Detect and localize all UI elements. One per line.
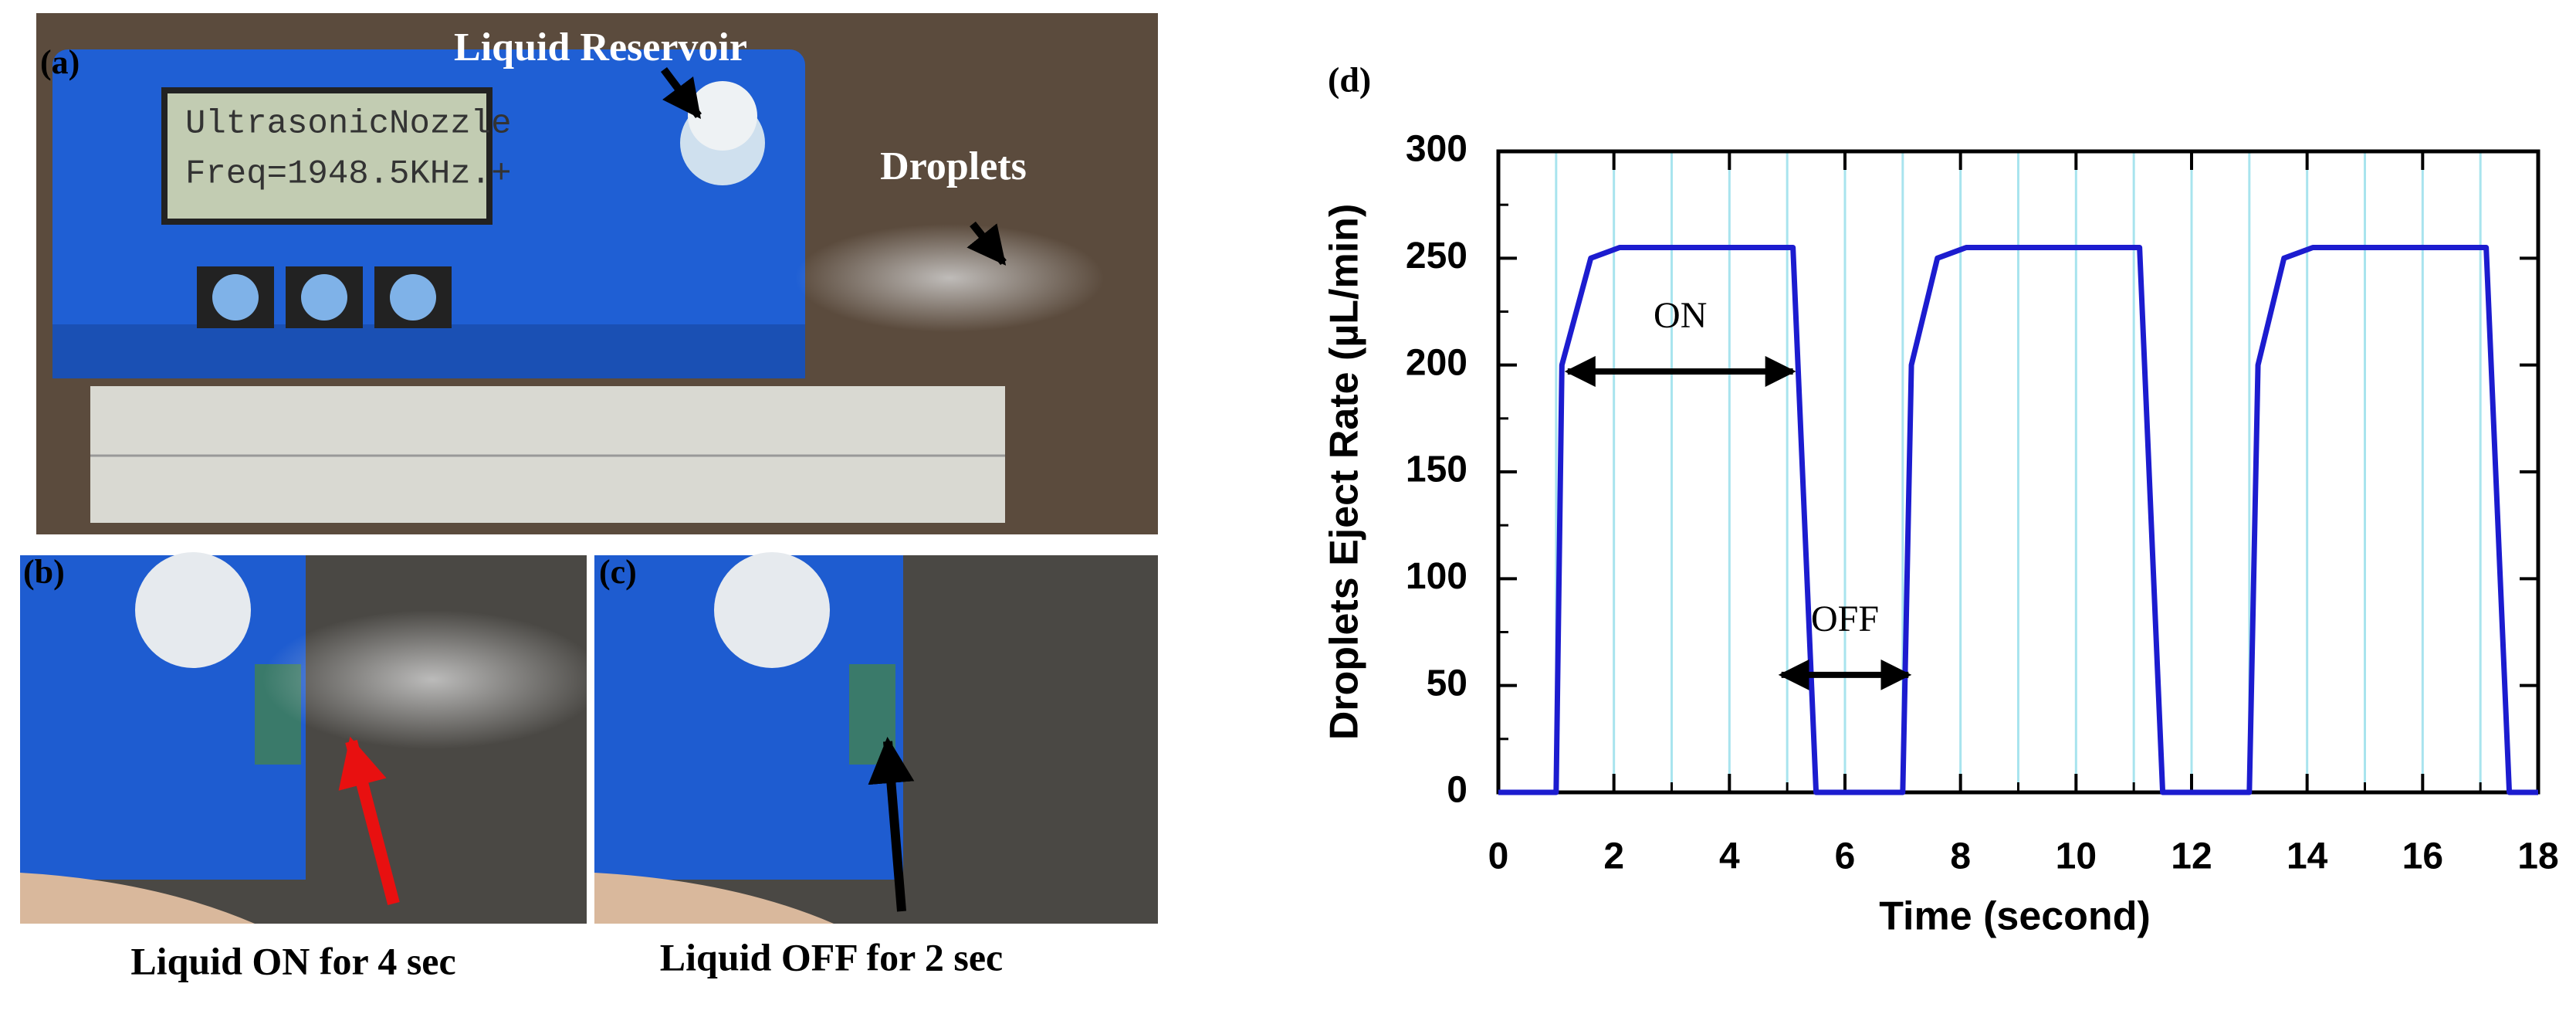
annotation: Liquid Reservoir bbox=[454, 25, 747, 70]
x-tick-label: 4 bbox=[1719, 836, 1740, 877]
data-line bbox=[1498, 245, 2538, 795]
x-tick-label: 14 bbox=[2287, 836, 2328, 877]
y-tick-label: 50 bbox=[1427, 663, 1467, 704]
x-axis-title: Time (second) bbox=[1879, 894, 2151, 939]
panel-label: (b) bbox=[23, 553, 65, 591]
x-tick-label: 12 bbox=[2171, 836, 2212, 877]
x-tick-label: 8 bbox=[1950, 836, 1971, 877]
y-tick-label: 200 bbox=[1406, 342, 1467, 383]
y-tick-label: 100 bbox=[1406, 556, 1467, 597]
lcd-text: UltrasonicNozzle bbox=[185, 105, 511, 144]
y-tick-label: 300 bbox=[1406, 129, 1467, 170]
x-tick-label: 0 bbox=[1488, 836, 1509, 877]
x-tick-label: 2 bbox=[1603, 836, 1624, 877]
annotation: Droplets bbox=[880, 144, 1027, 188]
lcd-text: Freq=1948.5KHz.+ bbox=[185, 155, 511, 194]
y-axis-title: Droplets Eject Rate (µL/min) bbox=[1322, 204, 1367, 741]
photo-a: UltrasonicNozzle Freq=1948.5KHz.+ (a) Li… bbox=[36, 13, 1158, 534]
x-tick-label: 6 bbox=[1835, 836, 1856, 877]
annotation-text: OFF bbox=[1811, 599, 1879, 639]
x-tick-label: 16 bbox=[2402, 836, 2443, 877]
panel-label: (d) bbox=[1328, 60, 1371, 100]
photo-c: (c) Liquid OFF for 2 sec bbox=[594, 552, 1158, 978]
photo-b: (b) Liquid ON for 4 sec bbox=[20, 552, 602, 982]
caption: Liquid OFF for 2 sec bbox=[660, 935, 1003, 978]
caption: Liquid ON for 4 sec bbox=[130, 939, 455, 982]
x-tick-label: 10 bbox=[2056, 836, 2097, 877]
panel-label: (a) bbox=[40, 43, 80, 81]
chart: (d) Time (second) Droplets Eject Rate (µ… bbox=[1322, 60, 2559, 939]
panel-label: (c) bbox=[599, 553, 637, 591]
x-tick-label: 18 bbox=[2517, 836, 2558, 877]
y-tick-label: 150 bbox=[1406, 449, 1467, 490]
annotation-text: ON bbox=[1654, 295, 1707, 336]
y-tick-label: 250 bbox=[1406, 236, 1467, 276]
y-tick-label: 0 bbox=[1447, 770, 1467, 811]
